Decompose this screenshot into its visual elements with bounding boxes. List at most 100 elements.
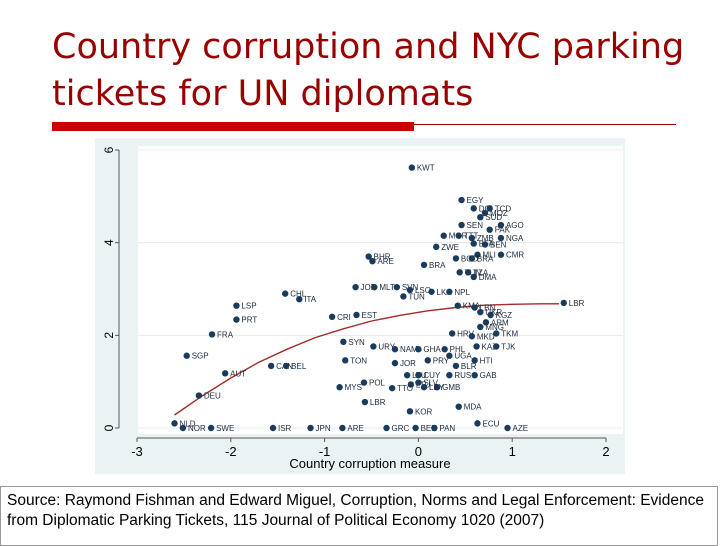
data-point — [497, 234, 505, 242]
point-label: URY — [378, 342, 395, 351]
point-label: DMA — [479, 273, 497, 282]
data-point — [458, 221, 465, 229]
data-point — [458, 196, 465, 204]
data-point — [497, 251, 505, 258]
point-label: NAM — [400, 345, 418, 354]
data-point — [486, 226, 493, 233]
point-label: AGO — [506, 221, 524, 230]
data-point — [448, 330, 456, 337]
data-point — [415, 346, 422, 353]
data-point — [383, 424, 390, 432]
data-point — [560, 299, 567, 307]
point-label: MYS — [345, 383, 362, 392]
point-label: MKD — [477, 332, 495, 341]
point-label: SLV — [423, 379, 438, 388]
data-point — [468, 234, 476, 242]
gridlines — [138, 149, 623, 429]
data-point — [406, 286, 414, 294]
title-accent-bar — [52, 122, 414, 131]
point-label: ITA — [304, 295, 317, 304]
data-point — [391, 346, 399, 353]
point-label: ZMB — [477, 234, 494, 243]
data-point — [440, 232, 447, 239]
data-point — [391, 359, 399, 367]
point-label: ARE — [377, 257, 393, 266]
data-point — [282, 362, 290, 370]
point-label: PRT — [241, 316, 257, 325]
axes: 0 2 4 6 -3 -2 -1 0 1 2 — [102, 146, 610, 459]
point-label: PAN — [439, 424, 455, 433]
point-label: EST — [361, 311, 377, 320]
data-point — [342, 357, 349, 364]
data-point — [370, 343, 377, 350]
point-label: TJK — [501, 342, 516, 351]
point-label: TUN — [408, 292, 425, 301]
point-label: GHA — [423, 345, 441, 354]
point-label: SWE — [216, 424, 234, 433]
data-point — [455, 232, 462, 239]
point-label: UKR — [485, 308, 502, 317]
data-point — [407, 381, 415, 388]
point-label: LBN — [480, 304, 496, 313]
data-point — [487, 311, 494, 319]
data-point — [456, 269, 463, 276]
point-label: BEN — [421, 424, 438, 433]
data-point — [481, 241, 489, 248]
data-point — [433, 243, 440, 251]
x-tick-label: -2 — [225, 444, 237, 459]
point-label: LKA — [437, 288, 453, 297]
point-label: TUN — [465, 268, 482, 277]
point-label: TON — [350, 356, 367, 365]
point-label: BLR — [461, 362, 477, 371]
point-label: AUT — [230, 369, 246, 378]
fit-line-group — [174, 303, 560, 416]
point-label: TZA — [473, 268, 489, 277]
data-point — [208, 331, 216, 338]
point-label: HTI — [480, 356, 493, 365]
point-label: NGA — [506, 234, 524, 243]
point-label: UGA — [454, 352, 472, 361]
data-point — [171, 420, 178, 427]
point-label: LSP — [241, 302, 256, 311]
data-point — [468, 255, 476, 262]
point-label: SYN — [348, 338, 365, 347]
data-point — [424, 357, 431, 364]
data-point — [233, 302, 240, 309]
point-label: CUY — [423, 371, 441, 380]
point-label: SEN — [467, 221, 484, 230]
point-label: AZE — [513, 424, 529, 433]
data-point — [369, 258, 376, 265]
point-label: SUD — [485, 213, 502, 222]
x-tick-label: -1 — [319, 444, 331, 459]
point-label: BHR — [374, 253, 391, 262]
data-point — [431, 424, 438, 432]
point-label: ECU — [482, 419, 499, 428]
data-point — [481, 209, 489, 217]
data-point — [474, 420, 481, 427]
data-point — [428, 288, 435, 295]
point-label: ISR — [278, 424, 292, 433]
data-point — [446, 371, 453, 379]
point-label: ARE — [347, 424, 363, 433]
data-point — [352, 283, 359, 291]
point-label: NPL — [454, 288, 470, 297]
data-point — [233, 316, 240, 323]
point-label: BEL — [291, 362, 307, 371]
point-label: RUS — [454, 371, 471, 380]
point-label: MNG — [485, 323, 504, 332]
point-label: TTO — [397, 384, 413, 393]
data-point — [452, 255, 460, 262]
data-point — [267, 362, 275, 370]
point-label: JPN — [316, 424, 331, 433]
data-point — [328, 313, 336, 320]
point-label: NLD — [180, 419, 196, 428]
data-point — [282, 290, 289, 297]
data-point — [183, 352, 190, 359]
data-point — [403, 371, 411, 379]
data-point — [336, 384, 343, 391]
y-tick-label: 0 — [102, 424, 116, 431]
point-label: HRV — [457, 329, 474, 338]
data-point — [477, 213, 484, 221]
data-point — [207, 424, 215, 432]
